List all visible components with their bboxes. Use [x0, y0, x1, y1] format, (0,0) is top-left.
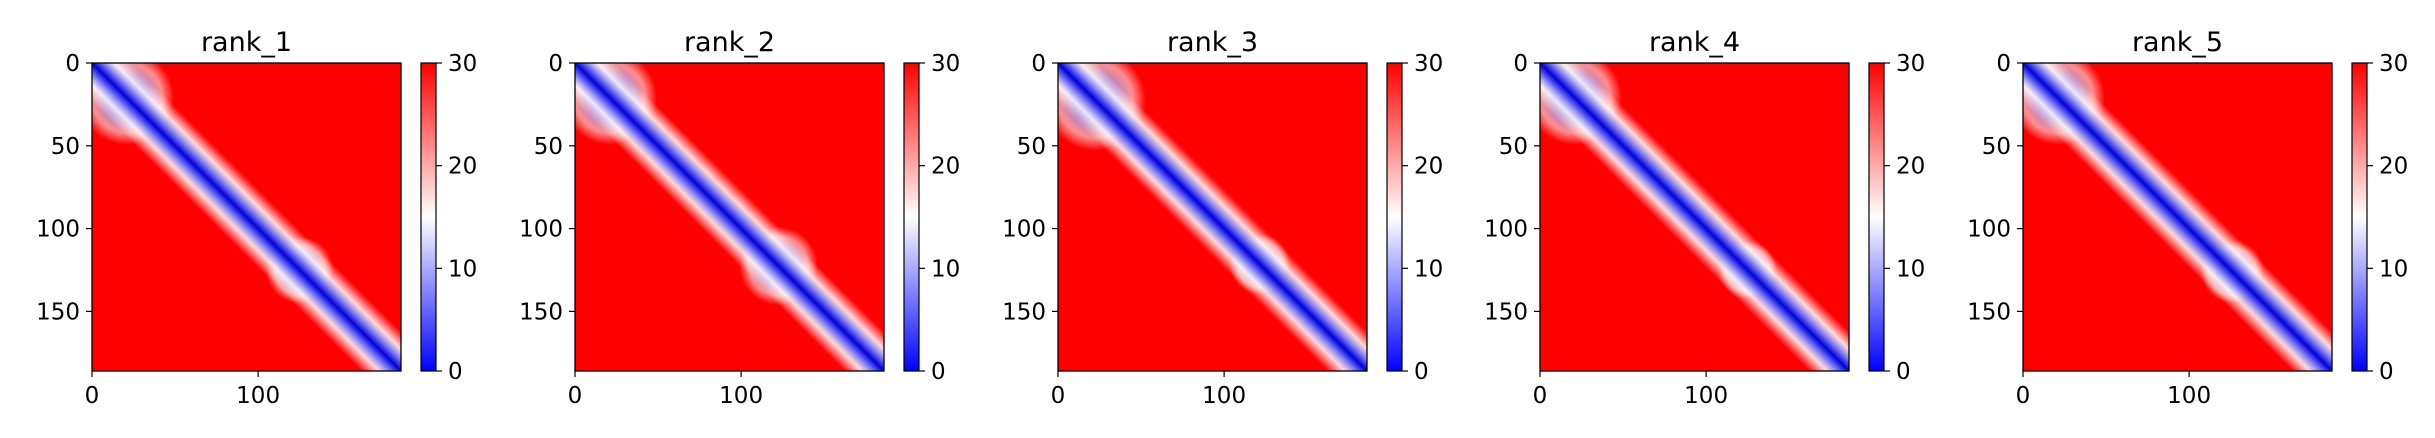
colorbar-tick-label: 10: [1414, 256, 1443, 282]
y-tick-label: 50: [534, 134, 563, 160]
heatmap-panel-4: rank_4 0 50 100 150 0 100 0 10 20 30: [1484, 27, 1925, 409]
x-tick-label: 100: [719, 383, 763, 409]
y-tick-label: 150: [36, 299, 80, 325]
heatmap-image: [575, 63, 884, 371]
colorbar-tick-label: 30: [448, 51, 477, 77]
y-tick-label: 150: [1967, 299, 2011, 325]
heatmap-image: [92, 63, 401, 371]
y-tick-label: 150: [1002, 299, 1046, 325]
x-tick-label: 100: [1202, 383, 1246, 409]
heatmap-image: [1540, 63, 1849, 371]
y-tick-label: 50: [1982, 134, 2011, 160]
heatmap-panel-2: rank_2 0 50 100 150 0 100 0 10 20 30: [519, 27, 960, 409]
y-tick-label: 0: [1031, 51, 1046, 77]
colorbar-tick-label: 30: [931, 51, 960, 77]
colorbar-tick-label: 10: [931, 256, 960, 282]
x-tick-label: 100: [1684, 383, 1728, 409]
colorbar-tick-label: 20: [2379, 154, 2408, 180]
heatmap-panel-3: rank_3 0 50 100 150 0 100 0 10 20 30: [1002, 27, 1443, 409]
colorbar-tick-label: 0: [1896, 359, 1911, 385]
colorbar-tick-label: 10: [1896, 256, 1925, 282]
heatmap-panel-1: rank_1 0 50 100 150 0 100 0 10 20 30: [36, 27, 477, 409]
heatmap-diagonal-band: [1540, 63, 1849, 371]
x-tick-label: 0: [2016, 383, 2031, 409]
colorbar-tick-label: 20: [448, 154, 477, 180]
heatmap-panel-5: rank_5 0 50 100 150 0 100 0 10 20 30: [1967, 27, 2408, 409]
x-tick-label: 0: [1533, 383, 1548, 409]
chart-title: rank_1: [201, 27, 292, 58]
heatmap-diagonal-band: [575, 63, 884, 371]
heatmap-image: [1058, 63, 1367, 371]
y-tick-label: 0: [548, 51, 563, 77]
y-tick-label: 50: [51, 134, 80, 160]
y-tick-label: 0: [1513, 51, 1528, 77]
colorbar-tick-label: 10: [2379, 256, 2408, 282]
x-tick-label: 0: [85, 383, 100, 409]
colorbar-tick-label: 20: [931, 154, 960, 180]
y-tick-label: 100: [1484, 217, 1528, 243]
plot-frame: [1539, 62, 1850, 372]
plot-frame: [574, 62, 885, 372]
heatmap-diagonal-band: [1058, 63, 1367, 371]
colorbar-tick-label: 30: [1414, 51, 1443, 77]
chart-title: rank_2: [684, 27, 775, 58]
x-tick-label: 100: [236, 383, 280, 409]
colorbar-tick-label: 30: [2379, 51, 2408, 77]
colorbar-tick-label: 0: [448, 359, 463, 385]
colorbar-tick-label: 20: [1414, 154, 1443, 180]
colorbar: [1868, 62, 1885, 372]
colorbar-tick-label: 30: [1896, 51, 1925, 77]
x-tick-label: 100: [2167, 383, 2211, 409]
y-tick-label: 100: [1002, 217, 1046, 243]
colorbar: [903, 62, 920, 372]
x-tick-label: 0: [1051, 383, 1066, 409]
y-tick-label: 0: [1996, 51, 2011, 77]
plot-frame: [2022, 62, 2333, 372]
colorbar: [2351, 62, 2368, 372]
y-tick-label: 50: [1017, 134, 1046, 160]
colorbar-tick-label: 0: [2379, 359, 2394, 385]
colorbar-tick-label: 0: [1414, 359, 1429, 385]
plot-frame: [91, 62, 402, 372]
chart-title: rank_4: [1649, 27, 1740, 58]
colorbar-tick-label: 20: [1896, 154, 1925, 180]
y-tick-label: 150: [519, 299, 563, 325]
y-tick-label: 100: [1967, 217, 2011, 243]
colorbar-tick-label: 0: [931, 359, 946, 385]
colorbar: [1386, 62, 1403, 372]
y-tick-label: 150: [1484, 299, 1528, 325]
y-tick-label: 100: [519, 217, 563, 243]
heatmap-diagonal-band: [92, 63, 401, 371]
heatmap-diagonal-band: [2023, 63, 2332, 371]
plot-frame: [1057, 62, 1368, 372]
colorbar: [420, 62, 437, 372]
x-tick-label: 0: [568, 383, 583, 409]
y-tick-label: 50: [1499, 134, 1528, 160]
colorbar-tick-label: 10: [448, 256, 477, 282]
heatmap-image: [2023, 63, 2332, 371]
y-tick-label: 0: [65, 51, 80, 77]
chart-title: rank_3: [1167, 27, 1258, 58]
y-tick-label: 100: [36, 217, 80, 243]
chart-title: rank_5: [2132, 27, 2223, 58]
